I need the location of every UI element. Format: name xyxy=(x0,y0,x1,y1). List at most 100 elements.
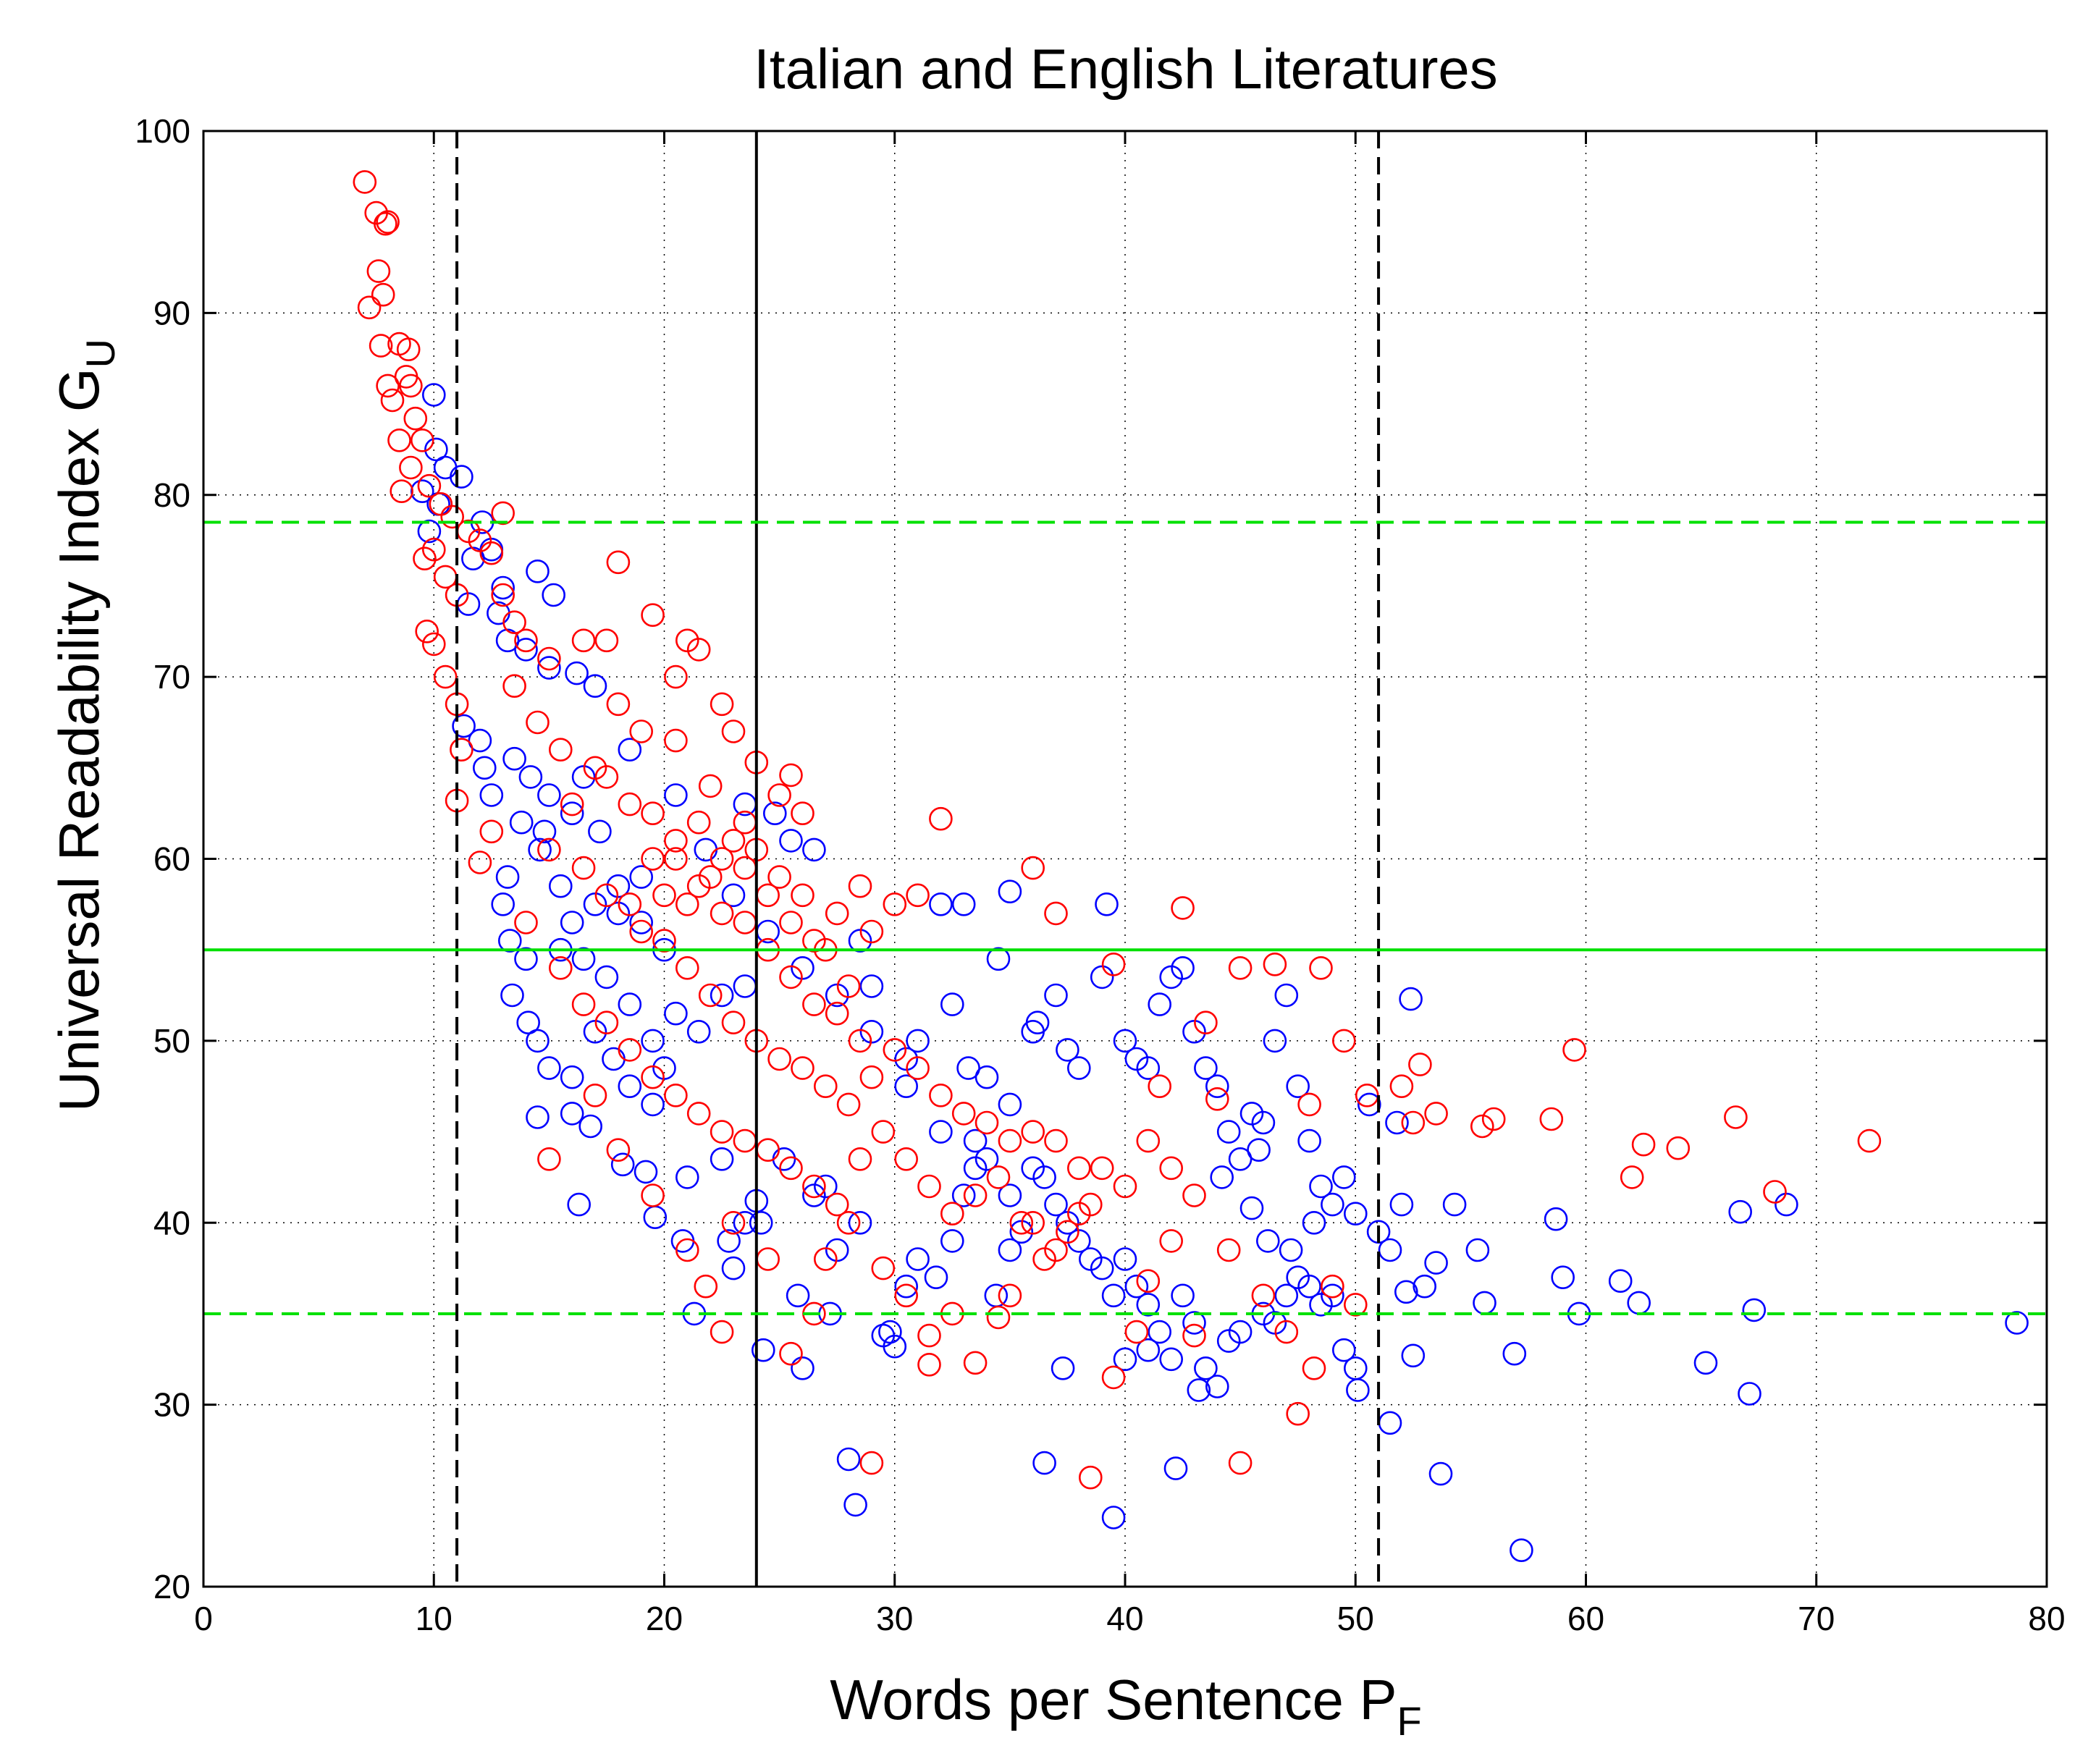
data-point xyxy=(1095,892,1119,916)
data-point xyxy=(929,806,953,831)
data-point xyxy=(883,892,907,916)
data-point xyxy=(518,765,543,789)
y-tick-label: 60 xyxy=(153,840,190,878)
data-point xyxy=(1205,1074,1229,1098)
data-point xyxy=(717,1229,741,1253)
data-point xyxy=(998,879,1022,903)
data-point xyxy=(1187,1378,1211,1402)
data-point xyxy=(894,1147,918,1171)
data-point xyxy=(1344,1293,1368,1317)
x-tick-label: 70 xyxy=(1798,1600,1835,1637)
data-point xyxy=(1399,987,1423,1011)
data-point xyxy=(410,428,434,452)
data-point xyxy=(376,210,400,235)
data-point xyxy=(917,1323,941,1348)
y-tick-label: 80 xyxy=(153,476,190,514)
data-point xyxy=(917,1174,941,1199)
data-point xyxy=(1256,1229,1280,1253)
data-point xyxy=(641,1092,665,1117)
data-point xyxy=(1171,956,1195,980)
data-point xyxy=(652,929,676,953)
data-point xyxy=(848,874,872,898)
data-point xyxy=(686,1102,711,1126)
data-point xyxy=(1124,1274,1149,1299)
data-point xyxy=(951,1102,976,1126)
data-point xyxy=(1274,983,1299,1008)
data-point xyxy=(1502,1341,1527,1366)
data-point xyxy=(396,337,421,362)
data-point xyxy=(1728,1199,1752,1224)
data-point xyxy=(924,1265,948,1289)
data-point xyxy=(421,383,446,407)
data-point xyxy=(998,1238,1022,1262)
data-point xyxy=(1551,1265,1575,1289)
data-point xyxy=(497,929,522,953)
data-point xyxy=(629,911,654,934)
data-point xyxy=(548,738,573,761)
data-point xyxy=(1357,1092,1381,1117)
data-point xyxy=(1113,1174,1137,1199)
data-point xyxy=(514,947,538,971)
data-point xyxy=(1385,1110,1409,1135)
data-point xyxy=(929,1084,953,1107)
data-point xyxy=(940,1202,964,1225)
x-axis-label: Words per Sentence PF xyxy=(830,1668,1422,1744)
data-point xyxy=(1056,1220,1079,1244)
data-point xyxy=(721,719,746,743)
data-point xyxy=(929,892,953,916)
data-point xyxy=(1136,1293,1161,1317)
data-point xyxy=(940,1229,964,1253)
data-point xyxy=(883,1334,907,1359)
data-point xyxy=(537,783,561,807)
data-point xyxy=(710,1147,734,1171)
data-point xyxy=(1021,1211,1045,1235)
data-point xyxy=(583,1084,607,1107)
data-point xyxy=(694,1274,718,1299)
data-point xyxy=(537,656,561,680)
data-point xyxy=(514,638,538,662)
data-point xyxy=(509,810,534,835)
data-point xyxy=(721,1211,746,1235)
data-point xyxy=(1136,1128,1161,1153)
data-point xyxy=(1251,1110,1276,1135)
data-point xyxy=(450,738,473,761)
data-point xyxy=(848,1147,872,1171)
data-point xyxy=(369,334,393,358)
data-point xyxy=(1251,1283,1276,1308)
data-point xyxy=(542,583,566,607)
data-point xyxy=(1332,1338,1356,1362)
data-point xyxy=(1067,1156,1091,1181)
data-point xyxy=(859,1065,884,1089)
data-point xyxy=(606,1138,631,1162)
data-point xyxy=(618,992,642,1016)
data-point xyxy=(894,1074,918,1098)
y-tick-label: 20 xyxy=(153,1568,190,1605)
data-point xyxy=(1148,992,1171,1016)
data-point xyxy=(1009,1211,1034,1235)
data-point xyxy=(588,819,612,844)
data-point xyxy=(1442,1192,1467,1217)
data-point xyxy=(779,1341,803,1366)
data-point xyxy=(548,874,573,898)
data-point xyxy=(1562,1038,1586,1062)
data-point xyxy=(1067,1056,1091,1080)
data-point xyxy=(1481,1107,1506,1131)
data-point xyxy=(479,819,504,844)
data-point xyxy=(491,583,515,607)
data-point xyxy=(1302,1356,1326,1380)
data-point xyxy=(894,1283,918,1308)
data-point xyxy=(1263,1029,1287,1053)
data-point xyxy=(1286,1074,1310,1098)
data-point xyxy=(710,692,734,717)
data-point xyxy=(399,374,423,398)
data-point xyxy=(1631,1132,1656,1157)
data-point xyxy=(843,1493,867,1517)
data-point xyxy=(710,901,734,926)
data-point xyxy=(571,856,596,880)
data-point xyxy=(1470,1114,1494,1139)
data-point xyxy=(963,1156,988,1181)
data-point xyxy=(779,911,803,934)
data-point xyxy=(664,728,688,753)
